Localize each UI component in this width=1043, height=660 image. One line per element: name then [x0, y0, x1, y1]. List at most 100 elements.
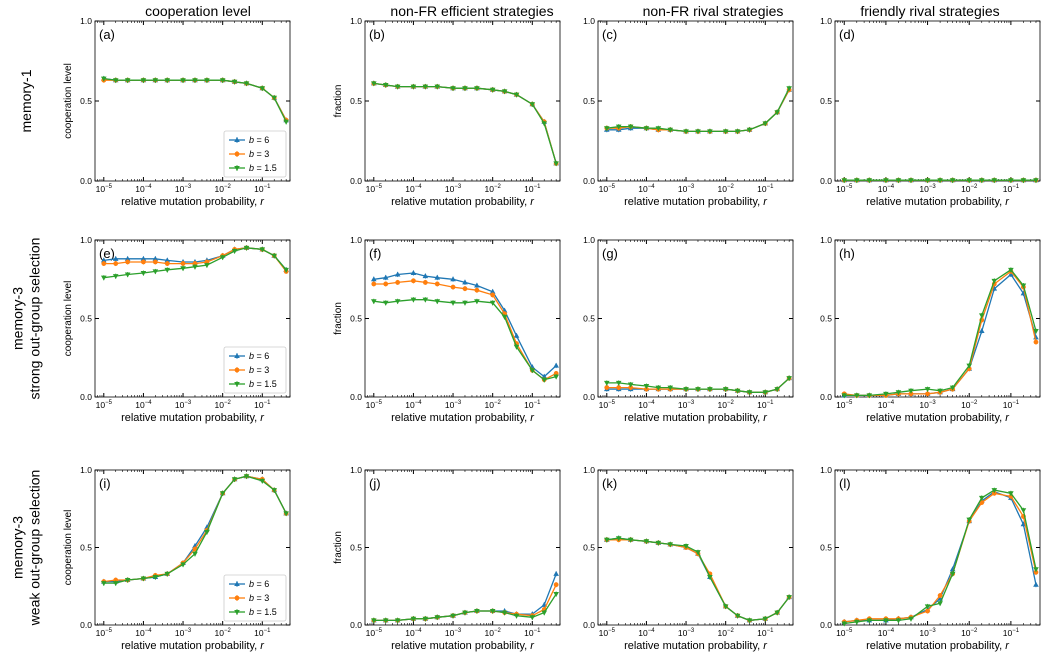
- data-point: [100, 275, 107, 281]
- data-point: [219, 491, 226, 497]
- y-tick-label: 0.5: [80, 314, 92, 324]
- data-point: [243, 245, 250, 251]
- series-line: [373, 299, 557, 381]
- data-point: [529, 368, 536, 374]
- panel-label: (l): [839, 476, 851, 491]
- x-tick-label: 10−5: [96, 184, 113, 194]
- data-point: [124, 272, 131, 278]
- data-point: [204, 78, 210, 84]
- data-point: [627, 537, 634, 543]
- data-point: [841, 621, 848, 627]
- x-tick-label: 10−4: [135, 184, 152, 194]
- data-point: [1020, 283, 1027, 289]
- data-point: [489, 87, 496, 93]
- data-point: [1008, 491, 1014, 497]
- y-tick-label: 0.0: [80, 176, 92, 186]
- panel-label: (c): [602, 27, 617, 42]
- x-axis-label: relative mutation probability, r: [624, 412, 768, 424]
- x-tick-label: 10−3: [445, 628, 462, 638]
- data-point: [140, 78, 147, 84]
- data-point: [434, 281, 440, 287]
- data-point: [895, 390, 902, 396]
- data-point: [219, 78, 226, 84]
- y-tick-label: 0.0: [820, 176, 832, 186]
- x-tick-label: 10−5: [599, 400, 616, 410]
- data-point: [1020, 178, 1027, 184]
- data-point: [234, 367, 240, 373]
- data-point: [655, 126, 662, 132]
- x-tick-label: 10−3: [919, 400, 936, 410]
- data-point: [991, 488, 998, 494]
- y-tick-label: 0.5: [350, 543, 362, 553]
- data-point: [695, 550, 701, 556]
- data-point: [234, 595, 240, 601]
- data-point: [991, 178, 998, 184]
- data-point: [615, 536, 622, 542]
- data-point: [774, 610, 781, 616]
- data-point: [895, 618, 902, 624]
- column-title: non-FR rival strategies: [643, 3, 784, 19]
- y-tick-label: 0.0: [583, 620, 595, 630]
- data-point: [627, 382, 634, 388]
- data-point: [112, 274, 119, 280]
- column-title: friendly rival strategies: [860, 3, 999, 19]
- row-title-line: weak out-group selection: [27, 470, 43, 627]
- data-point: [553, 582, 559, 588]
- x-tick-label: 10−5: [836, 628, 853, 638]
- panel-b: 10−5 10−4 10−3 10−2 10−1 0.0 0.5 1.0 relative mu…: [333, 16, 561, 208]
- data-point: [553, 592, 559, 597]
- data-point: [667, 127, 674, 133]
- data-point: [908, 178, 914, 184]
- x-tick-label: 10−5: [366, 400, 383, 410]
- data-point: [434, 299, 441, 305]
- y-axis-label-wrap: cooperation level: [63, 510, 74, 586]
- data-point: [259, 247, 266, 253]
- data-point: [978, 328, 985, 334]
- data-point: [152, 269, 159, 275]
- data-point: [615, 124, 622, 130]
- data-point: [180, 78, 186, 84]
- series-line: [373, 593, 557, 622]
- data-point: [553, 161, 559, 167]
- series-line: [103, 475, 287, 584]
- x-axis-label: relative mutation probability, r: [391, 640, 535, 652]
- data-point: [410, 616, 417, 622]
- data-point: [695, 129, 701, 135]
- data-point: [683, 387, 689, 393]
- y-tick-label: 0.0: [350, 176, 362, 186]
- panel-e: 10−5 10−4 10−3 10−2 10−1 0.0 0.5 1.0 relative mu…: [63, 235, 291, 424]
- data-point: [655, 540, 662, 546]
- panel-label: (d): [839, 27, 855, 42]
- data-point: [243, 474, 250, 480]
- data-point: [924, 604, 931, 610]
- series-line: [844, 268, 1037, 397]
- data-point: [234, 137, 240, 142]
- data-point: [394, 84, 401, 90]
- x-axis-label: relative mutation probability, r: [624, 196, 768, 208]
- data-point: [371, 281, 377, 287]
- y-tick-label: 0.0: [80, 392, 92, 402]
- data-point: [382, 83, 389, 88]
- panel-j: 10−5 10−4 10−3 10−2 10−1 0.0 0.5 1.0 relative mu…: [333, 465, 561, 652]
- data-point: [991, 490, 997, 496]
- data-point: [841, 393, 848, 399]
- data-point: [883, 391, 889, 397]
- data-point: [489, 609, 496, 615]
- data-point: [643, 384, 650, 390]
- x-tick-label: 10−1: [524, 184, 541, 194]
- x-tick-label: 10−5: [599, 628, 616, 638]
- x-tick-label: 10−4: [405, 628, 422, 638]
- y-tick-label: 1.0: [820, 16, 832, 26]
- data-point: [204, 263, 210, 269]
- data-point: [746, 618, 753, 624]
- series-line: [103, 475, 287, 583]
- x-tick-label: 10−5: [599, 184, 616, 194]
- x-tick-label: 10−3: [175, 628, 192, 638]
- data-point: [164, 261, 170, 266]
- data-point: [746, 127, 753, 133]
- row-title: memory-1: [18, 69, 34, 132]
- y-axis-label: cooperation level: [63, 510, 74, 586]
- panel-label: (h): [839, 246, 855, 261]
- data-point: [382, 274, 389, 280]
- x-tick-label: 10−2: [961, 400, 978, 410]
